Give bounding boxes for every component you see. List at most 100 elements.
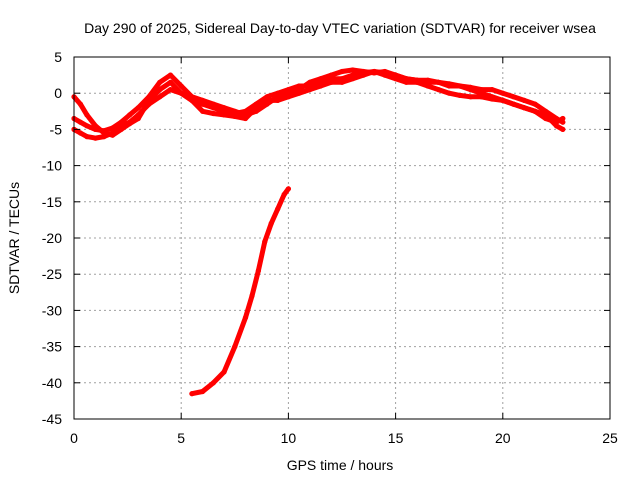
data-point-band-c xyxy=(478,94,484,100)
data-point-band-b xyxy=(457,83,463,89)
data-point-band-c xyxy=(110,132,116,138)
chart-title: Day 290 of 2025, Sidereal Day-to-day VTE… xyxy=(84,20,596,36)
data-point-band-b xyxy=(200,97,206,103)
data-point-drop xyxy=(275,206,281,212)
data-point-band-a xyxy=(92,135,98,141)
data-point-band-a xyxy=(167,87,174,93)
grid-lines xyxy=(74,57,610,419)
y-tick-labels: 5 0 -5 -10 -15 -20 -25 -30 -35 -40 -45 xyxy=(42,49,62,427)
data-point-drop xyxy=(210,380,216,386)
y-axis-label: SDTVAR / TECUs xyxy=(6,182,22,294)
data-point-band-c xyxy=(510,101,517,107)
data-point-band-b xyxy=(446,81,452,87)
data-point-band-c xyxy=(403,79,409,85)
data-point-band-c xyxy=(264,97,270,103)
data-point-band-c xyxy=(521,105,527,111)
data-point-band-b xyxy=(318,76,324,82)
data-point-band-b xyxy=(127,112,133,118)
data-point-band-b xyxy=(328,72,334,78)
data-point-band-c xyxy=(296,90,302,96)
data-point-drop xyxy=(262,239,268,245)
data-point-band-c xyxy=(435,87,442,93)
y-tick-label: -45 xyxy=(42,411,62,427)
data-point-band-a xyxy=(532,101,538,107)
data-point-band-c xyxy=(560,115,566,122)
data-point-band-c xyxy=(414,79,420,85)
data-point-band-c xyxy=(253,105,259,111)
data-point-band-b xyxy=(221,105,227,111)
data-point-drop xyxy=(242,315,249,321)
data-point-band-c xyxy=(118,126,124,132)
x-tick-label: 15 xyxy=(388,430,404,446)
data-point-band-c xyxy=(135,115,141,122)
data-point-band-c xyxy=(543,115,549,122)
data-point-band-b xyxy=(350,67,356,73)
data-point-band-c xyxy=(101,130,107,136)
data-point-band-a xyxy=(500,90,506,96)
data-point-drop xyxy=(249,293,255,299)
data-point-band-c xyxy=(446,90,452,96)
data-point-band-b xyxy=(435,79,442,85)
y-tick-label: -35 xyxy=(42,339,62,355)
data-point-band-b xyxy=(425,77,431,83)
data-point-band-c xyxy=(489,96,495,102)
data-point-band-c xyxy=(371,68,377,75)
data-point-band-b xyxy=(167,72,174,78)
data-point-band-c xyxy=(92,123,98,129)
data-point-band-c xyxy=(393,76,399,82)
y-tick-label: -20 xyxy=(42,230,62,246)
y-tick-label: -15 xyxy=(42,194,62,210)
axis-ticks xyxy=(73,56,611,420)
data-point-band-c xyxy=(210,110,216,117)
data-point-band-c xyxy=(532,108,538,114)
data-point-band-c xyxy=(339,79,345,85)
x-tick-label: 5 xyxy=(177,430,185,446)
data-point-band-c xyxy=(553,119,560,125)
data-point-band-c xyxy=(232,113,238,119)
x-axis-label: GPS time / hours xyxy=(287,457,394,473)
data-point-band-c xyxy=(468,94,474,100)
x-tick-label: 10 xyxy=(281,430,297,446)
data-point-band-c xyxy=(425,83,431,89)
y-tick-label: -25 xyxy=(42,266,62,282)
data-point-band-b xyxy=(339,68,345,75)
data-point-band-b xyxy=(178,83,184,89)
x-tick-labels: 0 5 10 15 20 25 xyxy=(70,430,618,446)
data-point-band-b xyxy=(118,119,124,125)
y-tick-label: -10 xyxy=(42,158,62,174)
data-point-band-a xyxy=(521,97,527,103)
y-tick-label: -5 xyxy=(50,121,63,137)
y-tick-label: -40 xyxy=(42,375,62,391)
data-point-drop xyxy=(285,186,291,192)
data-point-band-c xyxy=(382,72,388,78)
data-point-band-c xyxy=(221,112,227,118)
data-point-drop xyxy=(255,268,261,274)
data-point-band-c xyxy=(127,121,133,127)
data-point-drop xyxy=(281,192,287,198)
data-point-band-a xyxy=(157,94,163,100)
data-point-band-b xyxy=(468,87,474,93)
data-point-band-b xyxy=(135,105,141,111)
data-point-drop xyxy=(189,391,195,397)
data-point-band-c xyxy=(84,112,90,118)
data-point-drop xyxy=(221,369,227,375)
data-point-band-c xyxy=(167,79,174,85)
data-point-band-b xyxy=(77,119,83,125)
data-point-band-c xyxy=(146,97,152,103)
data-point-band-b xyxy=(560,126,566,132)
data-point-band-b xyxy=(84,123,90,129)
data-point-band-c xyxy=(457,92,463,98)
data-point-band-b xyxy=(553,123,560,129)
series-line-drop xyxy=(189,186,291,397)
x-tick-label: 20 xyxy=(495,430,511,446)
data-point-band-c xyxy=(285,94,291,100)
data-point-band-b xyxy=(157,79,163,85)
data-point-band-c xyxy=(178,90,184,96)
data-point-band-c xyxy=(350,76,356,82)
data-point-drop xyxy=(200,388,206,395)
data-point-band-c xyxy=(318,83,324,89)
data-point-band-c xyxy=(275,97,281,103)
data-point-band-c xyxy=(189,97,195,103)
data-point-band-a xyxy=(489,87,495,93)
data-point-band-c xyxy=(77,101,83,107)
